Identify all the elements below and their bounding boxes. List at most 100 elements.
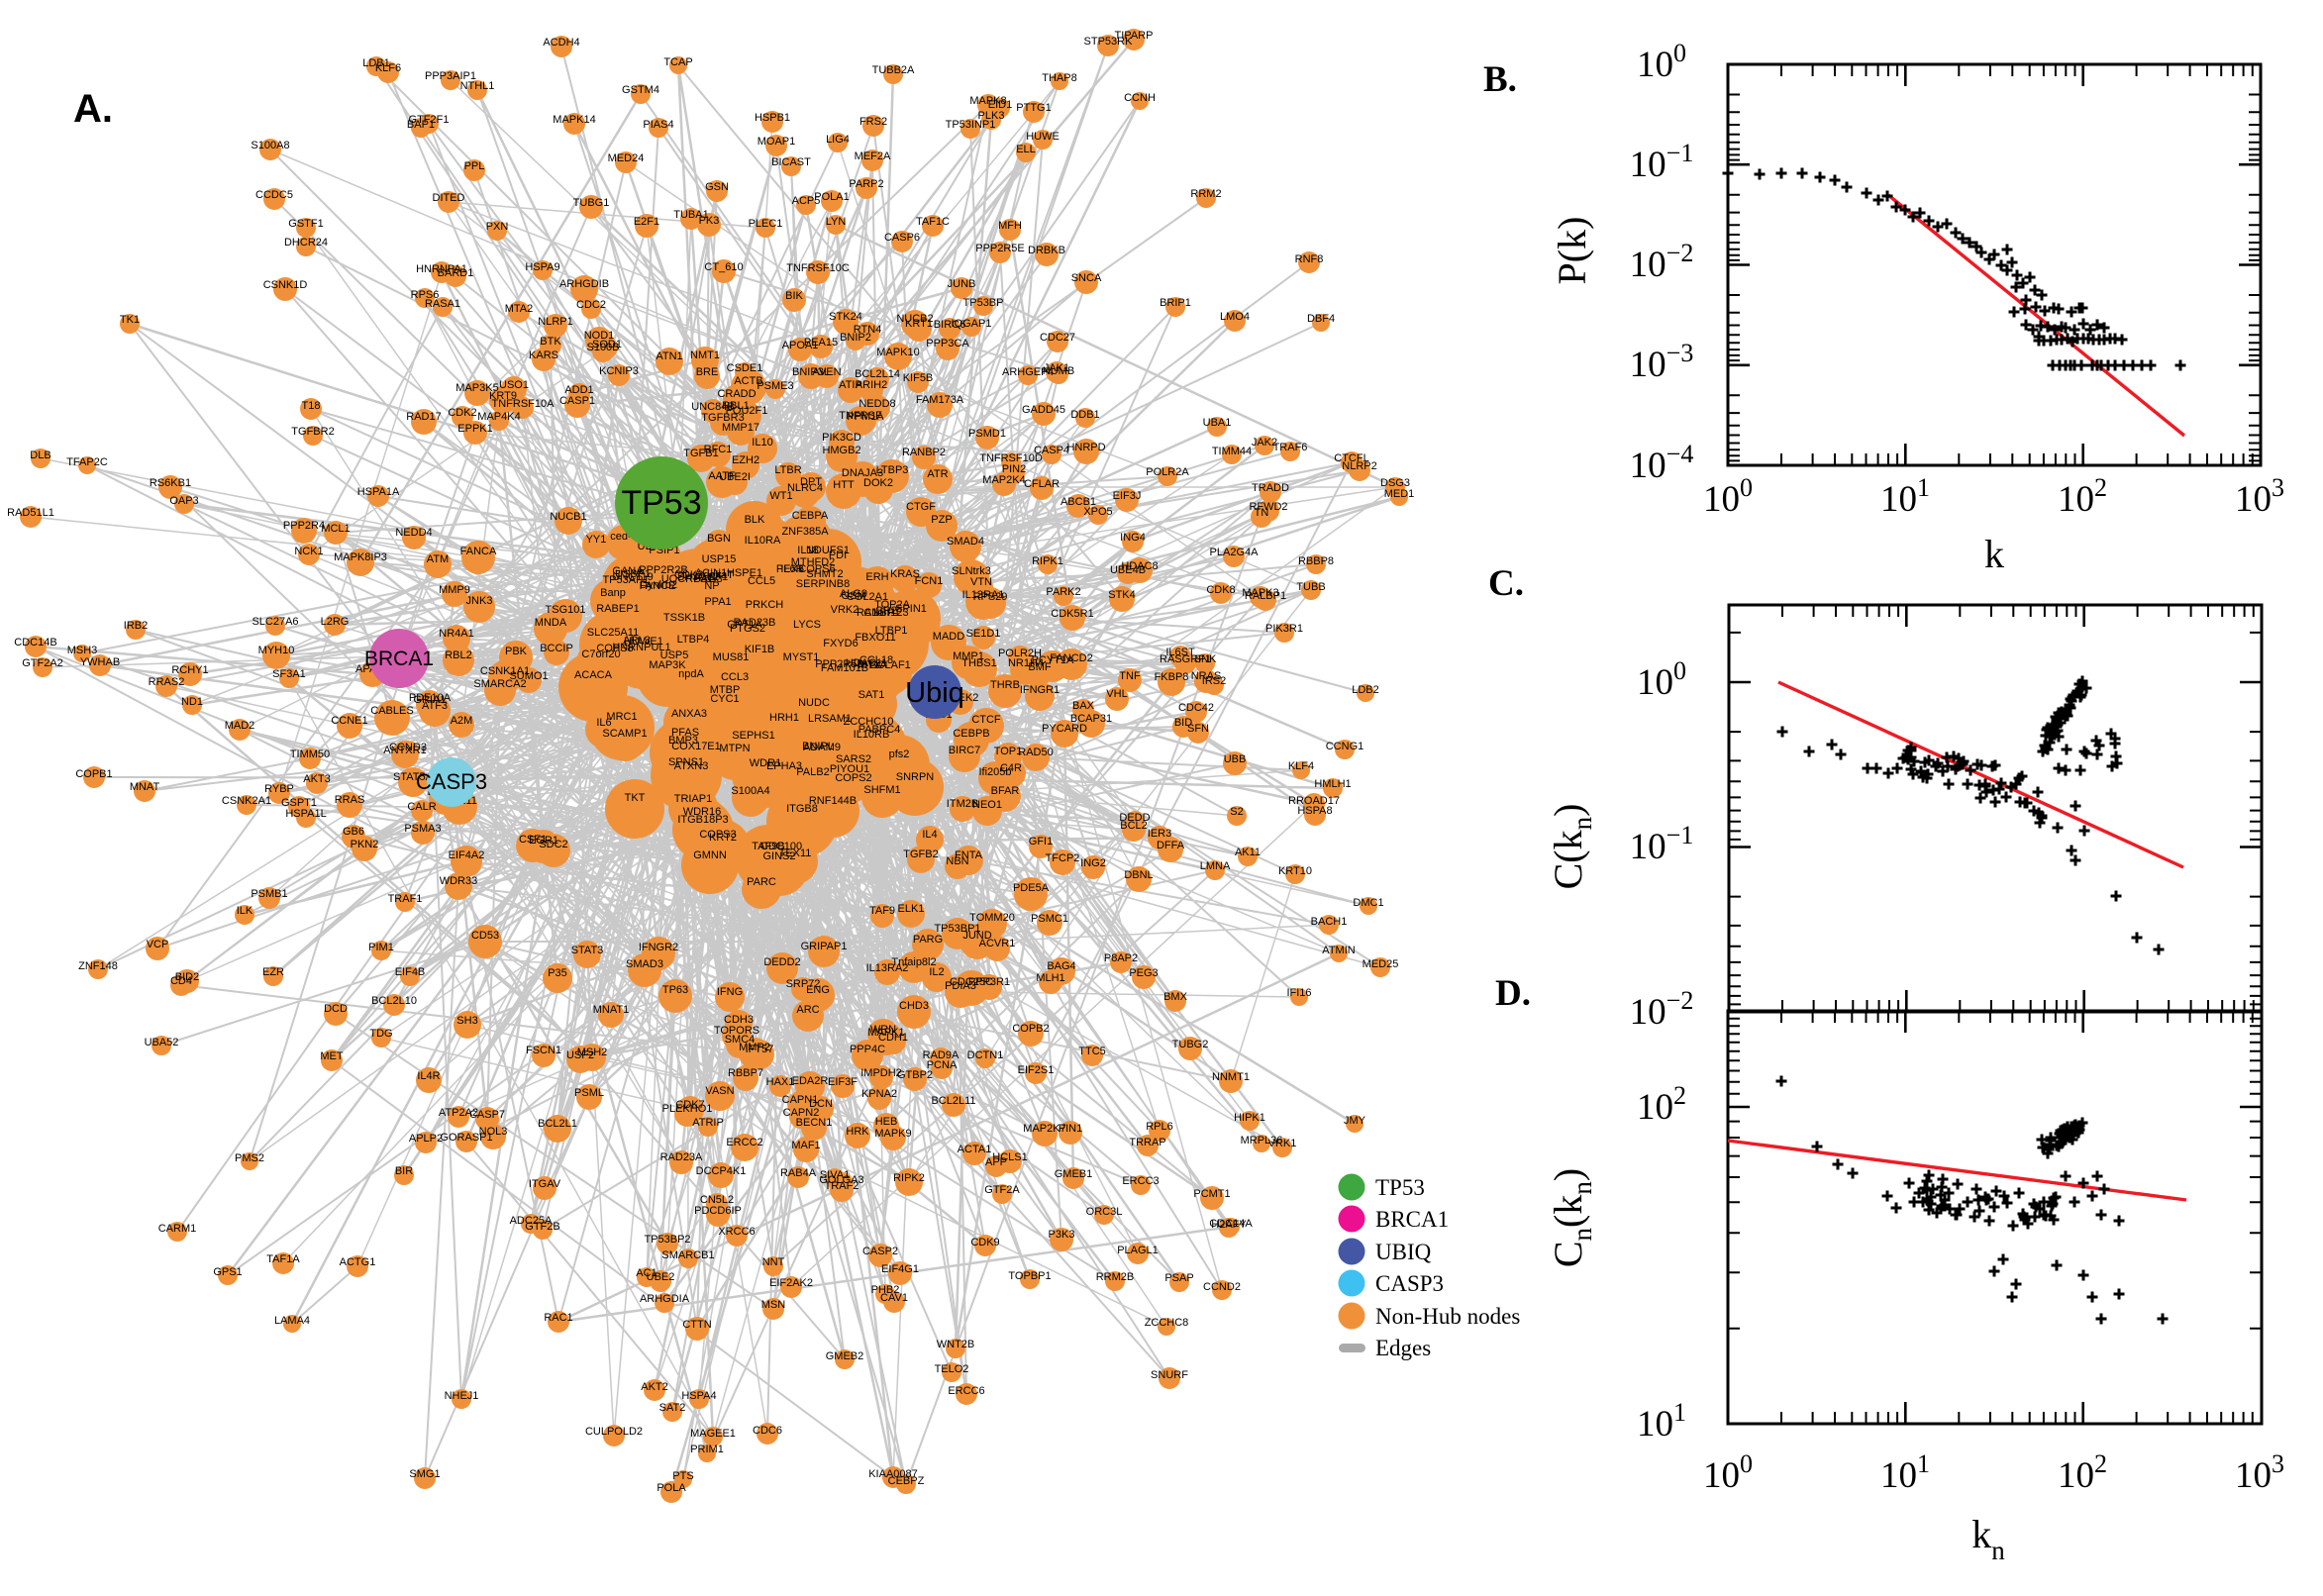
svg-text:CSNK2A1: CSNK2A1 <box>222 795 271 807</box>
svg-text:PIM1: PIM1 <box>368 942 394 953</box>
svg-text:Dynlrb2: Dynlrb2 <box>640 579 677 591</box>
svg-text:P35: P35 <box>548 967 567 979</box>
svg-text:ERCC2: ERCC2 <box>726 1137 762 1148</box>
svg-text:TUBG2: TUBG2 <box>1172 1039 1209 1050</box>
svg-text:ACP5: ACP5 <box>792 195 821 207</box>
svg-text:MAP2K7: MAP2K7 <box>1023 1123 1065 1135</box>
svg-text:S2: S2 <box>1230 806 1243 818</box>
svg-text:MAPK9: MAPK9 <box>874 1128 911 1140</box>
svg-text:KIF5B: KIF5B <box>903 372 934 384</box>
svg-text:ERCC3: ERCC3 <box>1122 1175 1159 1187</box>
svg-text:BCAP31: BCAP31 <box>1070 713 1112 725</box>
svg-text:HNRNPUL1: HNRNPUL1 <box>612 642 670 653</box>
svg-text:RPS29: RPS29 <box>973 591 1008 603</box>
svg-text:POLA: POLA <box>656 1482 686 1494</box>
svg-text:LRSAM1: LRSAM1 <box>808 713 852 725</box>
svg-text:RAB4A: RAB4A <box>780 1167 817 1179</box>
svg-text:HMLH1: HMLH1 <box>1314 778 1351 790</box>
svg-text:AKT3: AKT3 <box>303 773 331 785</box>
svg-text:ERH: ERH <box>865 571 888 583</box>
svg-text:MLH1: MLH1 <box>1036 972 1064 984</box>
svg-text:CAV1: CAV1 <box>880 1292 908 1304</box>
svg-text:MAPK14: MAPK14 <box>553 114 595 126</box>
svg-text:PLEKHO1: PLEKHO1 <box>662 1103 713 1115</box>
svg-text:IFNGR1: IFNGR1 <box>1020 684 1060 696</box>
svg-text:ACIN1: ACIN1 <box>695 567 727 579</box>
svg-text:MED24: MED24 <box>608 152 645 164</box>
svg-text:ITGB18P3: ITGB18P3 <box>677 814 728 826</box>
svg-text:ZCCHC8: ZCCHC8 <box>1145 1317 1189 1329</box>
svg-text:DCD: DCD <box>324 1003 348 1015</box>
svg-text:SNCA: SNCA <box>1071 272 1102 284</box>
svg-text:USBP1: USBP1 <box>615 568 651 580</box>
svg-text:IL6ST: IL6ST <box>1165 647 1195 658</box>
svg-text:ATN1: ATN1 <box>656 350 682 362</box>
svg-text:EIF4A2: EIF4A2 <box>449 849 485 861</box>
svg-text:TAF9B: TAF9B <box>752 841 784 852</box>
svg-text:ANXA3: ANXA3 <box>671 708 707 720</box>
svg-text:FRS2: FRS2 <box>859 116 887 128</box>
svg-text:ARHGDIA: ARHGDIA <box>640 1293 690 1305</box>
svg-text:IL4R: IL4R <box>417 1070 440 1082</box>
svg-text:PPL: PPL <box>464 160 485 172</box>
svg-text:STP53RK: STP53RK <box>1084 36 1134 48</box>
svg-text:THBS1: THBS1 <box>961 657 996 669</box>
svg-text:PPP4C: PPP4C <box>850 1044 885 1055</box>
svg-text:NTHL1: NTHL1 <box>460 80 495 92</box>
svg-text:VASN: VASN <box>705 1085 734 1097</box>
svg-text:STAT5A: STAT5A <box>393 771 434 783</box>
svg-text:A.: A. <box>73 87 113 131</box>
svg-text:L2RG: L2RG <box>321 616 350 628</box>
svg-text:LIG4: LIG4 <box>826 134 850 146</box>
svg-text:10−1: 10−1 <box>1630 139 1694 185</box>
svg-text:SLNtrk3: SLNtrk3 <box>952 565 991 577</box>
svg-text:KLF6: KLF6 <box>375 62 401 74</box>
svg-text:RAC1: RAC1 <box>544 1312 572 1324</box>
svg-text:LAMA4: LAMA4 <box>274 1315 310 1327</box>
svg-text:UBA52: UBA52 <box>145 1037 179 1048</box>
svg-text:RASA1: RASA1 <box>425 298 460 310</box>
svg-text:CSDE1: CSDE1 <box>727 362 763 374</box>
svg-text:BGN: BGN <box>707 533 731 545</box>
svg-text:GANA: GANA <box>612 565 644 577</box>
svg-text:LDB1: LDB1 <box>362 57 390 69</box>
svg-text:CEBPB: CEBPB <box>953 728 989 740</box>
svg-text:ADD1: ADD1 <box>564 384 593 396</box>
svg-text:WNT2B: WNT2B <box>937 1339 975 1350</box>
svg-text:T18: T18 <box>302 400 321 412</box>
svg-text:TP53BP: TP53BP <box>963 297 1004 309</box>
svg-text:ATP2A2: ATP2A2 <box>439 1107 478 1119</box>
svg-text:KRT1: KRT1 <box>905 318 933 330</box>
svg-text:ITGB8: ITGB8 <box>786 803 818 815</box>
svg-text:COX17E1: COX17E1 <box>671 741 721 752</box>
svg-text:CDK2: CDK2 <box>448 407 476 419</box>
svg-text:TSG101: TSG101 <box>546 604 586 616</box>
svg-text:VTN: VTN <box>970 576 992 588</box>
svg-text:SMAD4: SMAD4 <box>947 536 984 548</box>
svg-text:MED25: MED25 <box>1363 958 1399 970</box>
svg-text:MYST1: MYST1 <box>783 651 820 663</box>
svg-text:CEBPA: CEBPA <box>792 510 829 522</box>
svg-text:KIAA0087: KIAA0087 <box>868 1468 918 1480</box>
svg-text:IFI16: IFI16 <box>1286 987 1311 999</box>
svg-text:HNRPD: HNRPD <box>1066 442 1105 453</box>
svg-text:HUWE1: HUWE1 <box>624 636 663 648</box>
svg-text:P(k): P(k) <box>1550 217 1594 285</box>
svg-text:LYN: LYN <box>826 216 847 228</box>
svg-text:HRH1: HRH1 <box>769 712 799 724</box>
svg-text:PEX5: PEX5 <box>776 563 804 575</box>
svg-text:UBE2I: UBE2I <box>719 471 751 483</box>
svg-text:CTGF: CTGF <box>906 501 936 513</box>
svg-text:CCL3: CCL3 <box>721 671 749 683</box>
svg-text:ENG: ENG <box>806 984 830 996</box>
svg-text:TOPORS: TOPORS <box>714 1025 759 1037</box>
svg-text:ATM: ATM <box>427 553 449 565</box>
svg-text:KRT2: KRT2 <box>709 832 737 844</box>
svg-text:ARHGEF4: ARHGEF4 <box>1002 366 1054 378</box>
svg-text:FXYD6: FXYD6 <box>823 638 858 649</box>
svg-text:FBXO11: FBXO11 <box>855 632 895 644</box>
svg-text:SF1: SF1 <box>708 571 728 583</box>
svg-text:PPP2R2B: PPP2R2B <box>639 564 688 576</box>
svg-text:STAT3: STAT3 <box>571 945 604 956</box>
svg-text:ABCB1: ABCB1 <box>1060 496 1096 508</box>
